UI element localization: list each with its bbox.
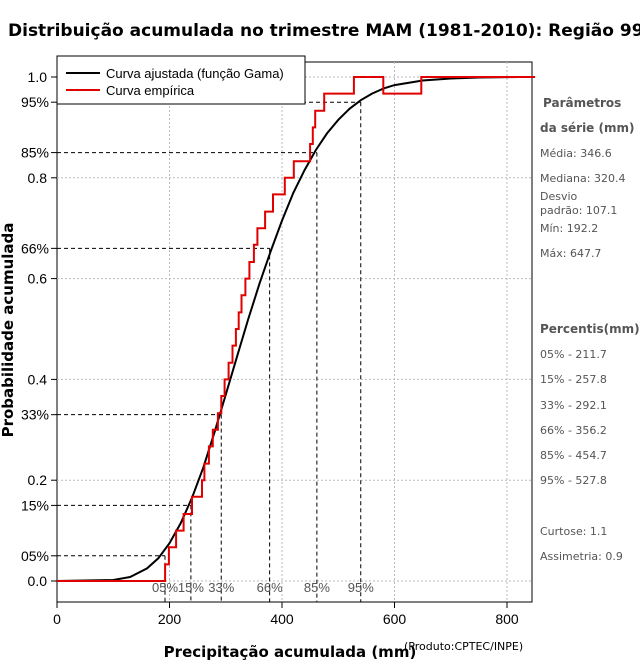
legend-box bbox=[56, 55, 306, 105]
stat-curtose: Curtose: 1.1 bbox=[540, 525, 607, 538]
stat-p15: 15% - 257.8 bbox=[540, 373, 607, 386]
percentile-x-label: 95% bbox=[348, 580, 374, 595]
credit-text: (Produto:CPTEC/INPE) bbox=[404, 640, 523, 653]
y-tick-label: 0.6 bbox=[28, 271, 48, 287]
stat-p85: 85% - 454.7 bbox=[540, 449, 607, 462]
stat-desvio-1: Desvio bbox=[540, 190, 578, 203]
params-heading-2: da série (mm) bbox=[540, 121, 634, 135]
x-axis: 0 200 400 600 800 bbox=[53, 602, 519, 627]
stat-p33: 33% - 292.1 bbox=[540, 399, 607, 412]
x-axis-label: Precipitação acumulada (mm) bbox=[164, 643, 417, 660]
stat-desvio-2: padrão: 107.1 bbox=[540, 204, 617, 217]
x-tick-label: 400 bbox=[270, 611, 294, 627]
y-axis: 0.0 0.2 0.4 0.6 0.8 1.0 05% 15% 33% 66% 85% 95% bbox=[21, 69, 57, 589]
series-line-gamma bbox=[56, 76, 519, 582]
y-percent-tick-label: 66% bbox=[21, 240, 49, 256]
percentile-reference-lines bbox=[57, 101, 362, 602]
y-tick-label: 0.0 bbox=[28, 573, 48, 589]
stat-p66: 66% - 356.2 bbox=[540, 424, 607, 437]
y-tick-label: 0.4 bbox=[28, 371, 48, 387]
stat-media: Média: 346.6 bbox=[540, 147, 612, 160]
stat-assimetria: Assimetria: 0.9 bbox=[540, 550, 623, 563]
legend-label-gamma: Curva ajustada (função Gama) bbox=[106, 66, 284, 81]
y-tick-label: 0.8 bbox=[28, 170, 48, 186]
percentile-x-label: 66% bbox=[257, 580, 283, 595]
y-axis-label: Probabilidade acumulada bbox=[0, 223, 17, 438]
percentile-x-label: 33% bbox=[208, 580, 234, 595]
percentile-x-label: 85% bbox=[304, 580, 330, 595]
percentile-x-labels: 05% 15% 33% 66% 85% 95% bbox=[152, 580, 374, 595]
sidebar-stats: Parâmetros da série (mm) Média: 346.6 Me… bbox=[540, 96, 640, 563]
x-tick-label: 800 bbox=[495, 611, 519, 627]
series-line-empirical bbox=[57, 76, 536, 582]
legend-label-empirical: Curva empírica bbox=[106, 83, 195, 98]
stat-p95: 95% - 527.8 bbox=[540, 474, 607, 487]
chart-title: Distribuição acumulada no trimestre MAM … bbox=[8, 21, 640, 41]
plot-frame bbox=[56, 61, 533, 603]
y-percent-tick-label: 05% bbox=[21, 548, 49, 564]
y-percent-tick-label: 85% bbox=[21, 145, 49, 161]
y-tick-label: 1.0 bbox=[28, 69, 48, 85]
plot-area: 05% 15% 33% 66% 85% 95% bbox=[56, 61, 536, 603]
stat-min: Mín: 192.2 bbox=[540, 222, 598, 235]
grid-lines bbox=[57, 62, 532, 602]
series-group bbox=[56, 76, 536, 582]
stat-mediana: Mediana: 320.4 bbox=[540, 172, 625, 185]
stat-max: Máx: 647.7 bbox=[540, 247, 601, 260]
y-percent-tick-label: 33% bbox=[21, 407, 49, 423]
percentile-x-label: 05% bbox=[152, 580, 178, 595]
x-tick-label: 0 bbox=[53, 611, 61, 627]
y-percent-tick-label: 95% bbox=[21, 94, 49, 110]
percentile-x-label: 15% bbox=[178, 580, 204, 595]
stat-p05: 05% - 211.7 bbox=[540, 348, 607, 361]
y-tick-label: 0.2 bbox=[28, 472, 48, 488]
params-heading-1: Parâmetros bbox=[543, 96, 621, 110]
x-tick-label: 600 bbox=[383, 611, 407, 627]
legend: Curva ajustada (função Gama) Curva empír… bbox=[56, 55, 306, 105]
y-percent-tick-label: 15% bbox=[21, 497, 49, 513]
x-tick-label: 200 bbox=[158, 611, 182, 627]
percentis-heading: Percentis(mm) bbox=[540, 322, 640, 336]
